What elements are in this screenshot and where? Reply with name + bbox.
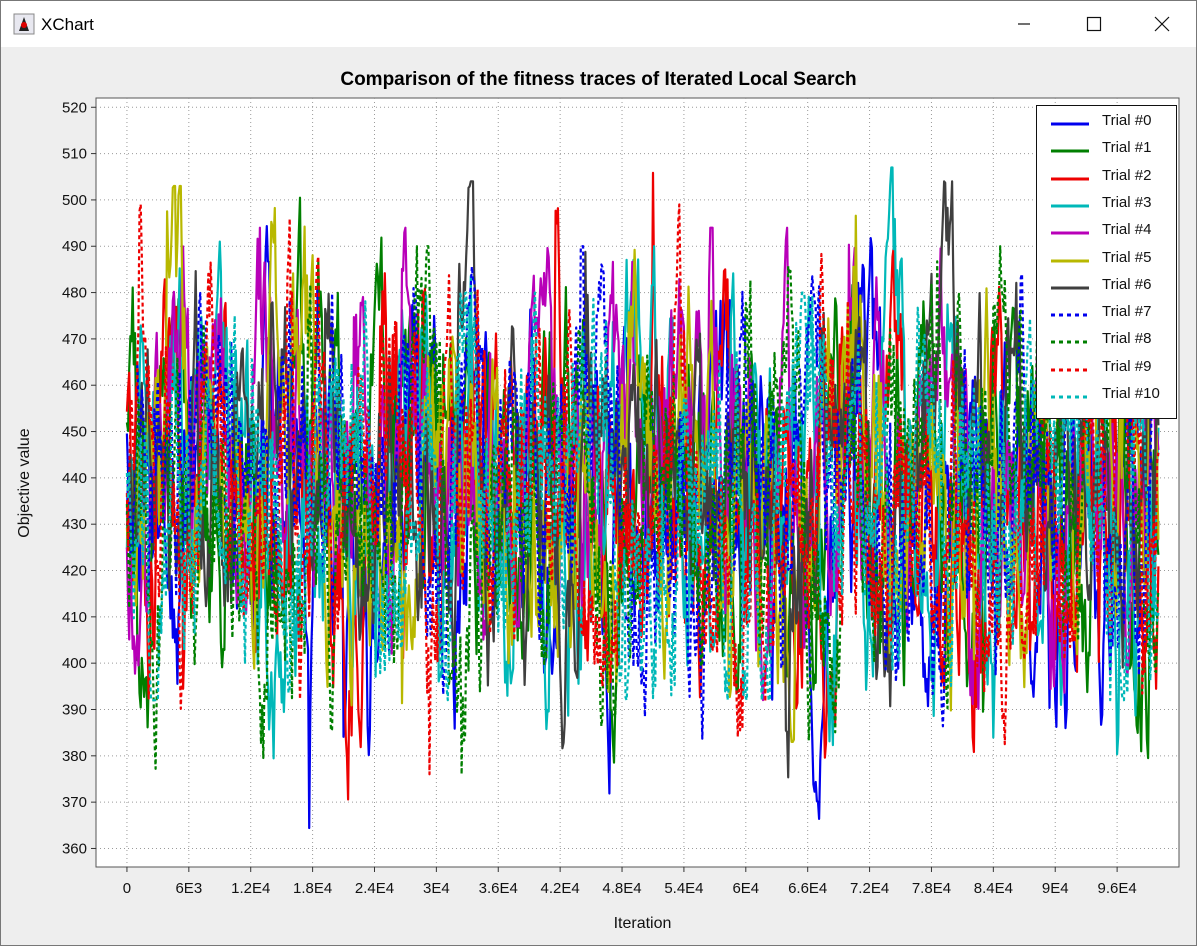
java-duke-icon [13, 13, 35, 35]
y-tick-label: 500 [62, 192, 87, 209]
legend-item: Trial #10 [1037, 384, 1177, 411]
legend-item: Trial #3 [1037, 193, 1177, 220]
legend-label: Trial #5 [1102, 248, 1152, 266]
series-line-trial-9 [125, 203, 1160, 776]
x-tick-label: 6E4 [732, 880, 759, 897]
legend-swatch [1051, 204, 1089, 208]
y-tick-label: 470 [62, 331, 87, 348]
y-tick-label: 490 [62, 238, 87, 255]
x-tick-label: 5.4E4 [664, 880, 703, 897]
legend-swatch [1051, 231, 1089, 235]
legend-item: Trial #0 [1037, 111, 1177, 138]
legend-swatch [1051, 395, 1089, 399]
legend-label: Trial #2 [1102, 166, 1152, 184]
legend-item: Trial #8 [1037, 329, 1177, 356]
minimize-button[interactable] [989, 1, 1059, 47]
x-tick-label: 9E4 [1042, 880, 1069, 897]
line-chart: 360 370 380 390 400 410 420 430 440 450 460 470 480 4… [62, 97, 1180, 897]
legend-swatch [1051, 149, 1089, 153]
x-tick-label: 2.4E4 [355, 880, 394, 897]
y-tick-label: 430 [62, 516, 87, 533]
y-axis-label: Objective value [16, 428, 33, 538]
legend-label: Trial #10 [1102, 385, 1160, 402]
x-axis-label: Iteration [613, 915, 672, 932]
series-line-trial-10 [125, 291, 1160, 702]
legend-label: Trial #9 [1102, 357, 1152, 375]
legend-label: Trial #0 [1102, 112, 1152, 129]
y-tick-label: 370 [62, 794, 87, 811]
legend-item: Trial #1 [1037, 138, 1177, 165]
y-tick-label: 480 [62, 285, 87, 302]
x-tick-label: 4.8E4 [602, 880, 641, 897]
legend-item: Trial #9 [1037, 357, 1177, 384]
maximize-icon [1086, 16, 1102, 32]
y-tick-label: 380 [62, 748, 87, 765]
series-line-trial-5 [125, 184, 1160, 743]
x-tick-label: 8.4E4 [974, 880, 1013, 897]
legend-swatch [1051, 177, 1089, 181]
y-tick-label: 390 [62, 701, 87, 718]
legend-item: Trial #7 [1037, 302, 1177, 329]
x-tick-label: 6E3 [175, 880, 202, 897]
legend-item: Trial #5 [1037, 248, 1177, 275]
legend-label: Trial #3 [1102, 193, 1152, 211]
legend-swatch [1051, 313, 1089, 317]
legend-label: Trial #7 [1102, 303, 1152, 321]
y-tick-label: 510 [62, 146, 87, 163]
x-tick-label: 1.2E4 [231, 880, 270, 897]
legend-label: Trial #4 [1102, 221, 1152, 239]
x-tick-label: 3.6E4 [479, 880, 518, 897]
y-tick-label: 460 [62, 377, 87, 394]
y-tick-label: 420 [62, 563, 87, 580]
x-tick-label: 6.6E4 [788, 880, 827, 897]
legend-swatch [1051, 368, 1089, 372]
x-tick-label: 0 [123, 880, 131, 897]
legend-item: Trial #2 [1037, 166, 1177, 193]
y-tick-label: 450 [62, 424, 87, 441]
legend-swatch [1051, 340, 1089, 344]
y-tick-label: 360 [62, 840, 87, 857]
minimize-icon [1018, 23, 1030, 25]
legend-swatch [1051, 259, 1089, 262]
y-tick-label: 440 [62, 470, 87, 487]
close-button[interactable] [1127, 1, 1197, 47]
x-tick-label: 9.6E4 [1098, 880, 1137, 897]
close-icon [1154, 16, 1170, 32]
x-tick-label: 3E4 [423, 880, 450, 897]
chart-panel: 360 370 380 390 400 410 420 430 440 450 460 470 480 4… [1, 47, 1196, 945]
x-tick-label: 7.8E4 [912, 880, 951, 897]
legend-label: Trial #8 [1102, 330, 1152, 348]
x-tick-label: 4.2E4 [541, 880, 580, 897]
legend-label: Trial #1 [1102, 139, 1152, 157]
y-tick-label: 400 [62, 655, 87, 672]
legend-item: Trial #4 [1037, 220, 1177, 247]
y-tick-label: 410 [62, 609, 87, 626]
window-title: XChart [41, 15, 94, 34]
title-bar[interactable]: XChart [1, 1, 1196, 47]
legend-swatch [1051, 286, 1089, 290]
legend-item: Trial #6 [1037, 275, 1177, 302]
legend-label: Trial #6 [1102, 275, 1152, 293]
x-tick-label: 1.8E4 [293, 880, 332, 897]
legend-swatch [1051, 122, 1089, 126]
y-tick-label: 520 [62, 99, 87, 116]
maximize-button[interactable] [1059, 1, 1129, 47]
chart-title: Comparison of the fitness traces of Iter… [340, 69, 857, 90]
x-tick-label: 7.2E4 [850, 880, 889, 897]
chart-legend: Trial #0 Trial #1 Trial #2 Trial #3 Trial #4… [1036, 105, 1177, 419]
